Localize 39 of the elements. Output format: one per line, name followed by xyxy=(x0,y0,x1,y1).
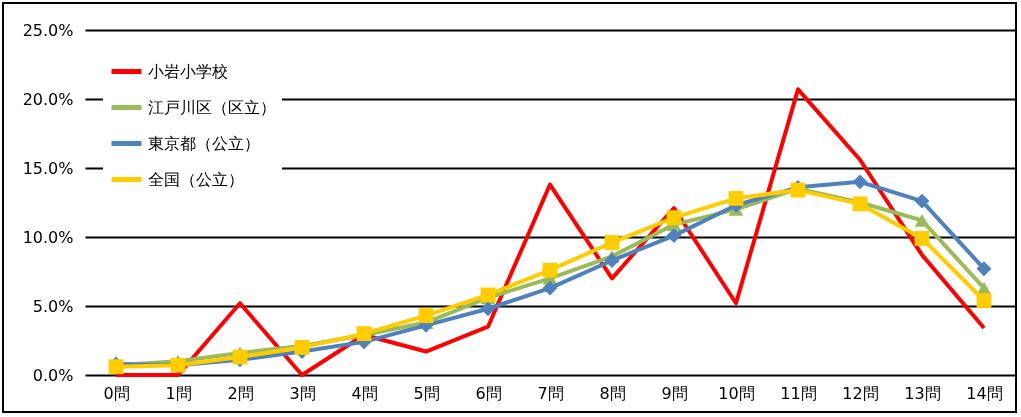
x-tick-label: 13問 xyxy=(904,383,941,403)
x-tick-label: 0問 xyxy=(103,383,130,403)
x-tick-label: 4問 xyxy=(351,383,378,403)
point xyxy=(604,235,620,250)
x-tick-label: 3問 xyxy=(289,383,316,403)
y-tick-label: 25.0% xyxy=(22,20,74,40)
x-tick-label: 10問 xyxy=(718,383,755,403)
point xyxy=(852,174,868,190)
point xyxy=(542,280,558,296)
y-tick-label: 10.0% xyxy=(22,227,74,247)
point xyxy=(728,190,744,206)
x-tick-label: 6問 xyxy=(475,383,502,403)
point xyxy=(480,301,496,317)
x-tick-label: 8問 xyxy=(599,383,626,403)
legend-label: 東京都（公立） xyxy=(148,133,260,153)
x-tick-label: 1問 xyxy=(165,383,192,403)
point xyxy=(914,214,930,227)
x-tick-label: 5問 xyxy=(413,383,440,403)
x-tick-label: 2問 xyxy=(227,383,254,403)
x-tick-label: 11問 xyxy=(780,383,817,403)
x-tick-label: 12問 xyxy=(842,383,879,403)
legend-label: 小岩小学校 xyxy=(148,61,228,81)
point xyxy=(914,230,930,246)
point xyxy=(666,228,682,244)
point xyxy=(914,193,930,209)
y-tick-label: 0.0% xyxy=(32,365,74,385)
point xyxy=(976,293,992,308)
legend-label: 江戸川区（区立） xyxy=(148,97,276,117)
point xyxy=(542,262,558,278)
point xyxy=(976,261,992,277)
legend-label: 全国（公立） xyxy=(148,169,244,189)
y-tick-label: 20.0% xyxy=(22,89,74,109)
point xyxy=(666,210,682,226)
x-tick-label: 14問 xyxy=(966,383,1003,403)
x-tick-label: 7問 xyxy=(537,383,564,403)
x-tick-label: 9問 xyxy=(661,383,688,403)
point xyxy=(418,308,434,324)
y-tick-label: 5.0% xyxy=(32,296,74,316)
y-tick-label: 15.0% xyxy=(22,158,74,178)
